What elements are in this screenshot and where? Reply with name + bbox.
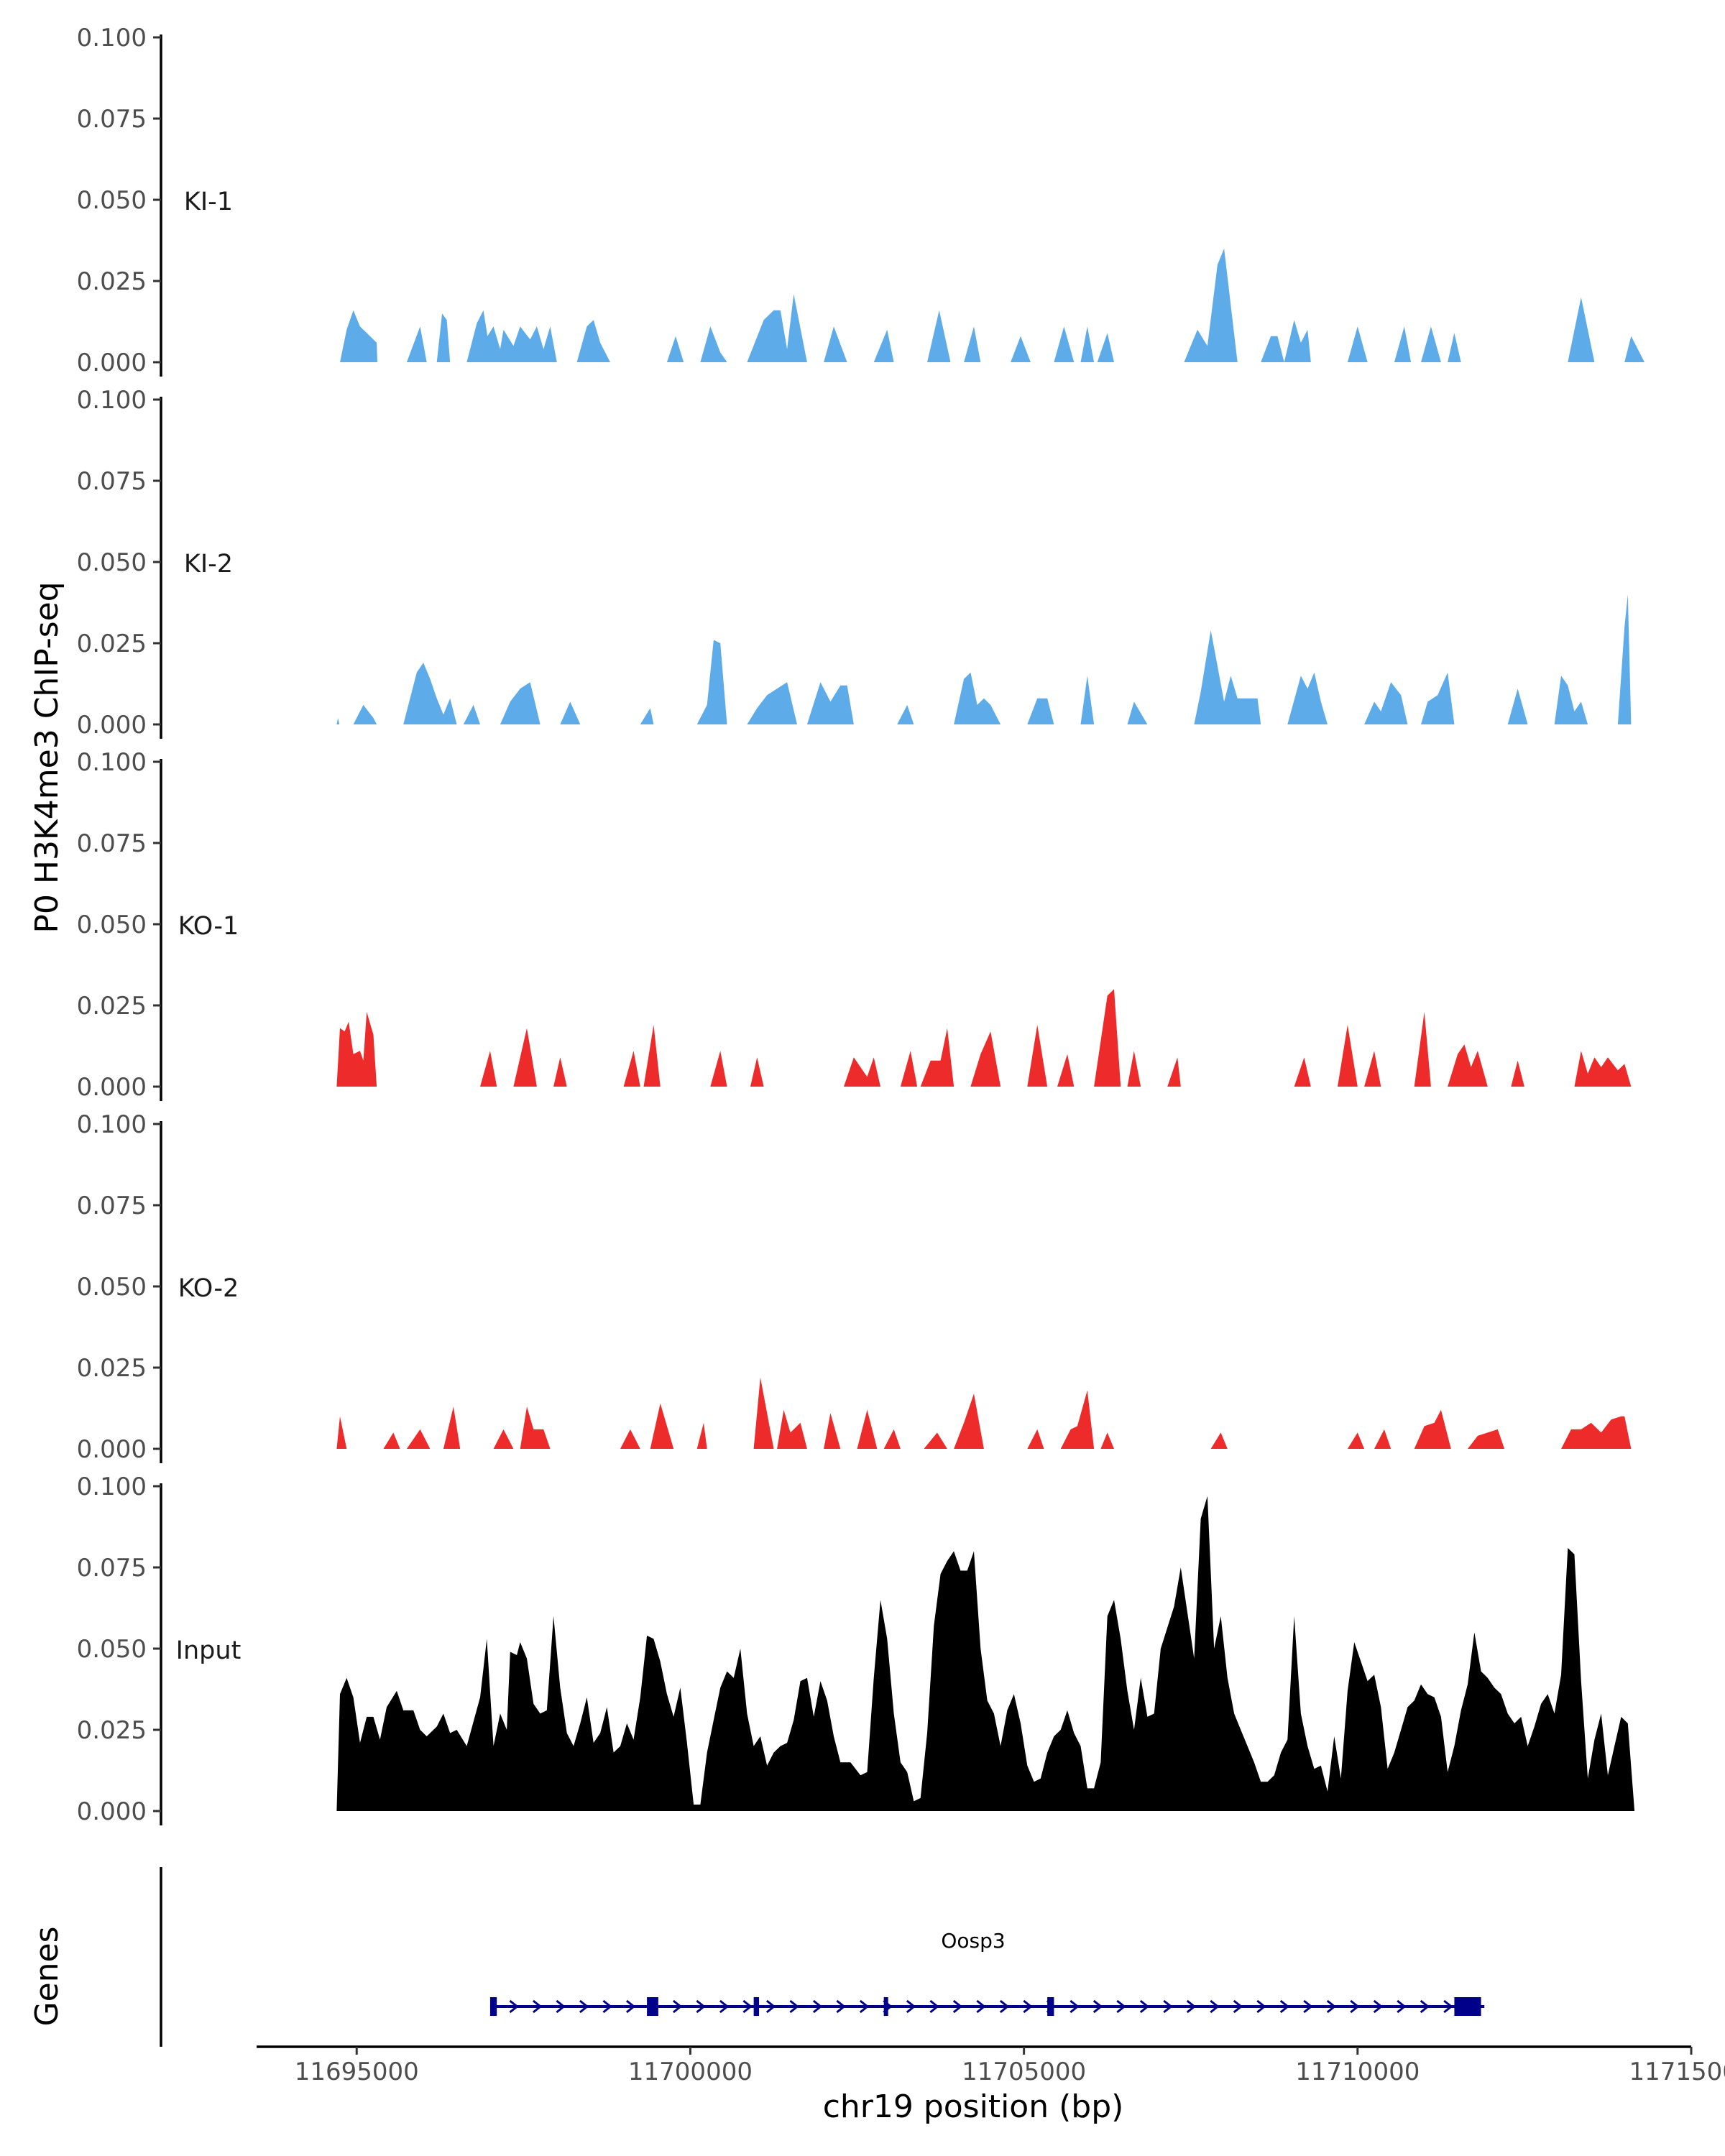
y-tick-label: 0.025 (77, 1354, 147, 1383)
strand-arrow (1139, 1999, 1150, 2014)
x-tick-label: 11715000 (1629, 2058, 1725, 2086)
track-label: KI-2 (184, 550, 233, 579)
strand-arrow (1326, 1999, 1337, 2014)
strand-arrow (1443, 1999, 1453, 2014)
track-label: KO-2 (178, 1274, 239, 1303)
x-axis: 11695000 11700000 11705000 11710000 11715000 (257, 2045, 1725, 2086)
track-label: Input (176, 1636, 242, 1665)
gene-exon (489, 1997, 497, 2016)
y-axis-title: P0 H3K4me3 ChIP-seq (29, 581, 65, 933)
strand-arrow (999, 1999, 1010, 2014)
y-tick-label: 0.075 (77, 829, 147, 858)
y-tick-label: 0.100 (77, 386, 147, 415)
y-tick-label: 0.050 (77, 1273, 147, 1302)
strand-arrow (509, 1999, 519, 2014)
signal-area (336, 1496, 1635, 1811)
x-tick-label: 11705000 (962, 2058, 1086, 2086)
track-ki-2: 0.000 0.025 0.050 0.075 0.100 KI-2 (77, 386, 1632, 740)
strand-arrow (789, 1999, 799, 2014)
signal-area (336, 1377, 1632, 1449)
y-tick-label: 0.100 (77, 748, 147, 777)
y-tick-label: 0.050 (77, 1635, 147, 1664)
strand-arrow (1186, 1999, 1197, 2014)
strand-arrow (952, 1999, 963, 2014)
strand-arrow (765, 1999, 776, 2014)
strand-arrow (672, 1999, 683, 2014)
strand-arrow (1397, 1999, 1407, 2014)
strand-arrow (976, 1999, 986, 2014)
strand-arrow (532, 1999, 543, 2014)
strand-arrow (1350, 1999, 1360, 2014)
track-ko-1: 0.000 0.025 0.050 0.075 0.100 KO-1 (77, 748, 1632, 1102)
strand-arrow (1092, 1999, 1103, 2014)
y-tick-label: 0.100 (77, 24, 147, 52)
y-tick-label: 0.075 (77, 1192, 147, 1220)
strand-arrow (1303, 1999, 1313, 2014)
strand-arrow (1070, 1999, 1080, 2014)
y-tick-label: 0.000 (77, 349, 147, 377)
strand-arrow (696, 1999, 706, 2014)
strand-arrow (812, 1999, 823, 2014)
strand-arrow (1116, 1999, 1126, 2014)
y-tick-label: 0.025 (77, 1716, 147, 1745)
y-tick-label: 0.025 (77, 267, 147, 296)
strand-arrow (929, 1999, 939, 2014)
strand-arrow (742, 1999, 753, 2014)
strand-arrow (1233, 1999, 1243, 2014)
y-tick-label: 0.000 (77, 1797, 147, 1826)
strand-arrow (1163, 1999, 1173, 2014)
y-tick-label: 0.100 (77, 1473, 147, 1501)
track-label: KO-1 (178, 912, 239, 941)
y-tick-label: 0.075 (77, 1554, 147, 1583)
y-tick-label: 0.050 (77, 548, 147, 577)
track-label: KI-1 (184, 188, 233, 216)
strand-arrow (836, 1999, 846, 2014)
y-tick-label: 0.050 (77, 186, 147, 215)
signal-area (336, 989, 1632, 1087)
strand-arrow (1210, 1999, 1220, 2014)
track-ko-2: 0.000 0.025 0.050 0.075 0.100 KO-2 (77, 1110, 1632, 1464)
y-tick-label: 0.000 (77, 711, 147, 740)
strand-arrow (1420, 1999, 1430, 2014)
signal-area (336, 594, 1632, 724)
strand-arrow (602, 1999, 612, 2014)
gene-exon (883, 1997, 888, 2016)
signal-area (340, 248, 1644, 362)
y-tick-label: 0.100 (77, 1110, 147, 1139)
strand-arrow (556, 1999, 566, 2014)
genes-track (160, 1867, 1485, 2047)
x-tick-label: 11710000 (1295, 2058, 1420, 2086)
strand-arrow (1373, 1999, 1384, 2014)
y-tick-label: 0.000 (77, 1073, 147, 1102)
y-tick-label: 0.075 (77, 105, 147, 134)
track-input: 0.000 0.025 0.050 0.075 0.100 Input (77, 1473, 1635, 1826)
strand-arrow (906, 1999, 916, 2014)
strand-arrow (1279, 1999, 1290, 2014)
gene-exon (1047, 1997, 1054, 2016)
gene-name-label: Oosp3 (941, 1929, 1005, 1953)
x-axis-title: chr19 position (bp) (823, 2088, 1124, 2125)
y-tick-label: 0.075 (77, 467, 147, 496)
genes-track-title: Genes (29, 1926, 65, 2026)
gene-exon (753, 1997, 760, 2016)
gene-exon (1454, 1997, 1481, 2016)
strand-arrow (859, 1999, 870, 2014)
y-tick-label: 0.050 (77, 911, 147, 939)
strand-arrow (1023, 1999, 1033, 2014)
strand-arrow (625, 1999, 636, 2014)
track-ki-1: 0.000 0.025 0.050 0.075 0.100 KI-1 (77, 24, 1644, 377)
y-tick-label: 0.025 (77, 992, 147, 1021)
gene-exon (647, 1997, 658, 2016)
x-tick-label: 11695000 (295, 2058, 419, 2086)
y-tick-label: 0.000 (77, 1435, 147, 1464)
signal-tracks: 0.0000.0250.0500.0750.100KI-10.0000.0250… (77, 24, 1644, 1826)
strand-arrow (1256, 1999, 1266, 2014)
x-tick-label: 11700000 (628, 2058, 753, 2086)
strand-arrow (719, 1999, 730, 2014)
strand-arrow (579, 1999, 589, 2014)
y-tick-label: 0.025 (77, 630, 147, 658)
